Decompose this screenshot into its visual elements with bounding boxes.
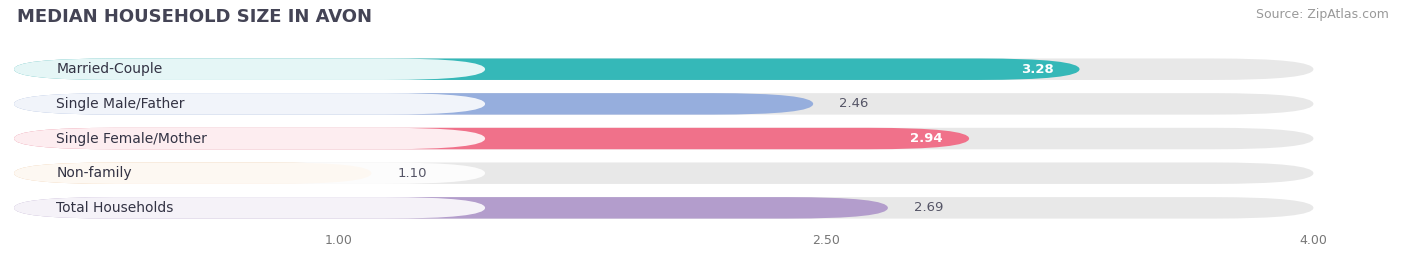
Text: MEDIAN HOUSEHOLD SIZE IN AVON: MEDIAN HOUSEHOLD SIZE IN AVON	[17, 8, 371, 26]
Text: Total Households: Total Households	[56, 201, 174, 215]
Text: 2.46: 2.46	[839, 97, 869, 110]
Text: Source: ZipAtlas.com: Source: ZipAtlas.com	[1256, 8, 1389, 21]
FancyBboxPatch shape	[14, 58, 1313, 80]
FancyBboxPatch shape	[14, 162, 371, 184]
Text: 1.10: 1.10	[398, 167, 427, 180]
FancyBboxPatch shape	[14, 93, 813, 115]
Text: Non-family: Non-family	[56, 166, 132, 180]
Text: Single Female/Mother: Single Female/Mother	[56, 132, 207, 146]
FancyBboxPatch shape	[14, 128, 969, 149]
FancyBboxPatch shape	[14, 93, 485, 115]
Text: Single Male/Father: Single Male/Father	[56, 97, 184, 111]
Text: Married-Couple: Married-Couple	[56, 62, 163, 76]
Text: 2.94: 2.94	[911, 132, 943, 145]
FancyBboxPatch shape	[14, 93, 1313, 115]
Text: 2.69: 2.69	[914, 201, 943, 214]
FancyBboxPatch shape	[14, 128, 485, 149]
FancyBboxPatch shape	[14, 197, 485, 219]
FancyBboxPatch shape	[14, 128, 1313, 149]
FancyBboxPatch shape	[14, 197, 889, 219]
FancyBboxPatch shape	[14, 162, 485, 184]
FancyBboxPatch shape	[14, 58, 485, 80]
FancyBboxPatch shape	[14, 58, 1080, 80]
FancyBboxPatch shape	[14, 162, 1313, 184]
FancyBboxPatch shape	[14, 197, 1313, 219]
Text: 3.28: 3.28	[1021, 63, 1053, 76]
